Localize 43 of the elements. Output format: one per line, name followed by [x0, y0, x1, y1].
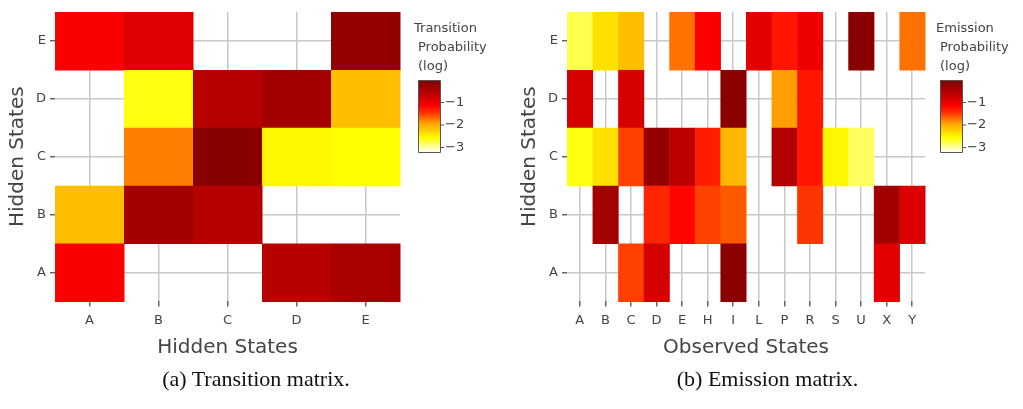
y-tick-label: E	[37, 32, 47, 48]
color-bar-label: −1	[967, 93, 987, 109]
x-tick-label: X	[882, 311, 892, 327]
x-axis-title: Hidden States	[157, 334, 298, 359]
x-tick-label: Y	[907, 311, 917, 327]
y-tick-label: B	[549, 205, 559, 221]
x-tick-label: E	[361, 311, 370, 327]
color-bar-label: −3	[967, 138, 987, 154]
x-tick-label: D	[651, 311, 662, 327]
y-tick-label: E	[549, 32, 559, 48]
x-tick-label: L	[755, 311, 764, 327]
y-tick-label: B	[37, 205, 47, 221]
x-tick-label: A	[575, 311, 585, 327]
x-tick-label: E	[677, 311, 687, 327]
y-tick-label: A	[549, 263, 559, 279]
x-tick-label: I	[731, 311, 736, 327]
x-tick-label: C	[626, 311, 636, 327]
x-tick-label: B	[154, 311, 163, 327]
x-tick-label: C	[222, 311, 233, 327]
y-axis-title: Hidden States	[4, 86, 29, 228]
x-tick-label: D	[291, 311, 302, 327]
x-tick-label: B	[600, 311, 610, 327]
y-axis-title: Hidden States	[516, 86, 541, 228]
color-bar-title: Transition Probability (log)	[413, 20, 488, 73]
x-axis-title: Observed States	[663, 334, 829, 359]
color-bar-label: −2	[445, 116, 465, 132]
text: (a) Transition matrix.	[161, 366, 351, 392]
x-tick-label: H	[702, 311, 713, 327]
color-bar-label: −3	[445, 138, 465, 154]
color-bar-title: Emission Probability (log)	[936, 20, 1010, 73]
x-tick-label: P	[780, 311, 789, 327]
text: (b) Emission matrix.	[675, 366, 860, 392]
color-bar-label: −1	[445, 93, 465, 109]
x-tick-label: R	[805, 311, 815, 327]
color-bar-label: −2	[967, 116, 987, 132]
y-tick-label: A	[37, 263, 47, 279]
x-tick-label: S	[831, 311, 840, 327]
y-tick-label: C	[548, 148, 559, 164]
y-tick-label: D	[35, 90, 47, 106]
y-tick-label: C	[36, 148, 47, 164]
x-tick-label: A	[85, 311, 95, 327]
y-tick-label: D	[547, 90, 559, 106]
x-tick-label: U	[856, 311, 866, 327]
